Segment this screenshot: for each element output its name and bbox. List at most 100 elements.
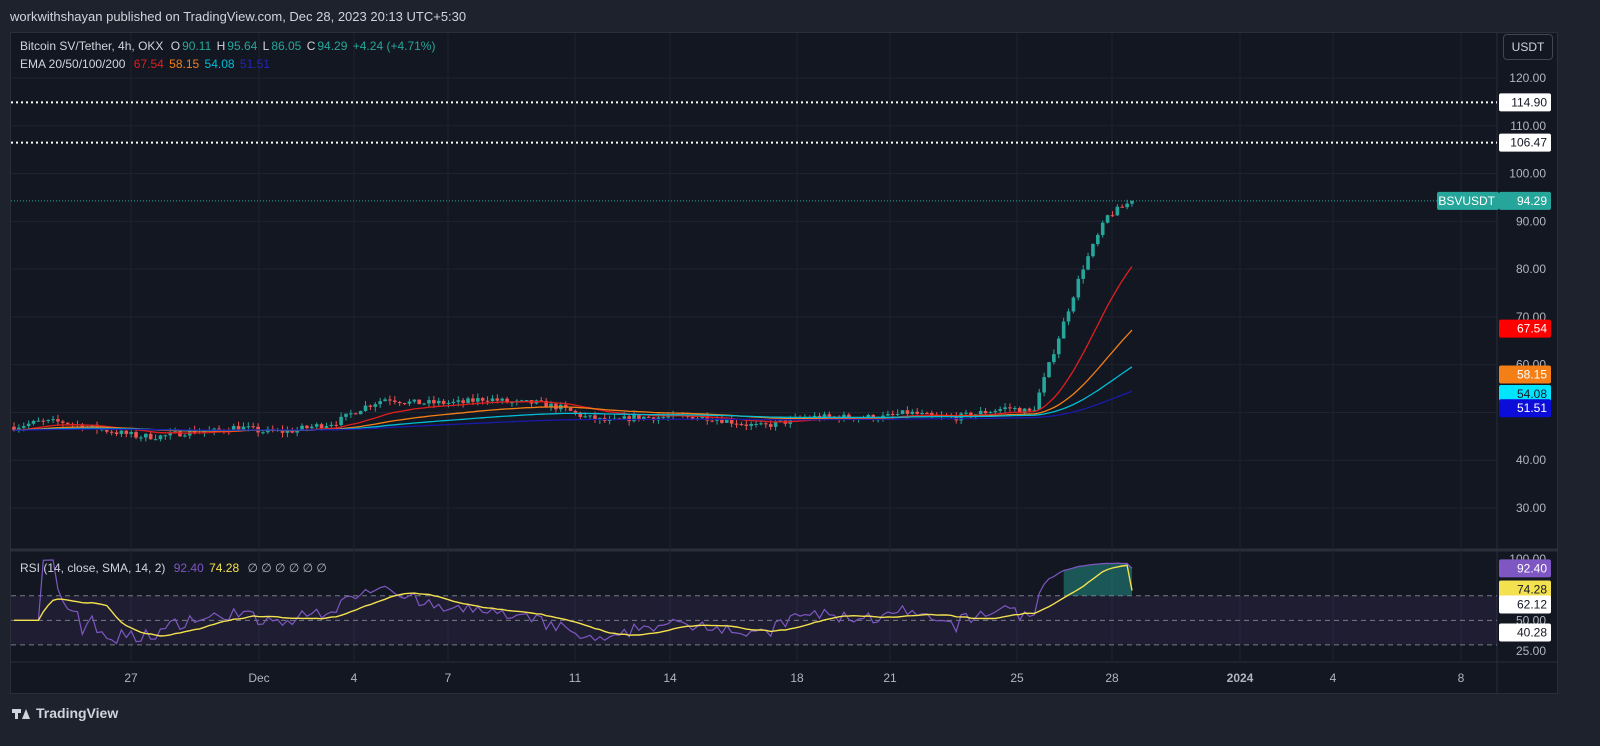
candle-body [393, 400, 397, 403]
time-tick-label: 14 [663, 671, 677, 685]
candle-body [895, 413, 900, 415]
candle-body [383, 399, 387, 402]
candle-body [339, 416, 343, 425]
candle-body [715, 419, 719, 421]
candle-body [407, 401, 412, 404]
time-tick-label: 28 [1105, 671, 1119, 685]
candle-body [480, 398, 485, 401]
open-label: O [170, 39, 181, 53]
candle-body [217, 428, 221, 430]
candle-body [622, 416, 627, 419]
open-value: 90.11 [182, 39, 212, 53]
ema200-badge: 51.51 [1517, 401, 1547, 415]
candle-body [26, 423, 31, 427]
candle-body [1076, 278, 1081, 298]
rsi-sma-badge: 74.28 [1517, 583, 1547, 597]
candle-body [402, 403, 407, 405]
rsi-legend: RSI (14, close, SMA, 14, 2) 92.40 74.28 … [20, 561, 329, 575]
candle-body [827, 414, 832, 417]
candle-body [915, 411, 919, 414]
candle-body [56, 419, 60, 422]
candle-body [1008, 407, 1012, 409]
candle-body [441, 400, 446, 404]
candle-body [17, 427, 21, 431]
publisher-bar: workwithshayan published on TradingView.… [0, 0, 1600, 32]
candle-body [1052, 354, 1056, 363]
candle-body [436, 400, 441, 404]
candle-body [700, 416, 705, 419]
candle-body [1032, 409, 1037, 411]
tradingview-logo-icon [12, 709, 30, 719]
candle-body [1013, 408, 1017, 410]
rsi-line [14, 559, 1133, 645]
candle-body [324, 426, 329, 429]
high-label: H [216, 39, 226, 53]
level1-badge-bg [1499, 93, 1551, 112]
price-tick-label: 100.00 [1509, 167, 1546, 181]
candle-body [46, 419, 50, 421]
candle-body [1042, 377, 1046, 393]
candle-body [148, 433, 153, 440]
candle-body [61, 421, 65, 423]
candle-body [720, 419, 724, 423]
candle-body [998, 409, 1002, 411]
time-tick-label: 11 [569, 671, 582, 685]
time-tick-label: 18 [790, 671, 804, 685]
candle-body [344, 413, 348, 417]
candle-body [578, 412, 583, 417]
candle-body [710, 420, 714, 422]
ema200-line [14, 390, 1133, 431]
rsi-sma-line [14, 564, 1133, 637]
candle-body [847, 414, 851, 419]
price-tick-label: 120.00 [1509, 71, 1546, 85]
rsi-lower-badge-bg [1499, 623, 1551, 642]
ema50-badge-bg [1499, 365, 1551, 384]
candle-body [183, 435, 187, 437]
candle-body [314, 424, 319, 427]
candle-body [1115, 206, 1120, 216]
candle-body [598, 417, 602, 420]
candle-body [1003, 407, 1007, 410]
candle-body [1105, 215, 1110, 223]
close-value: 94.29 [317, 39, 348, 53]
candle-body [51, 419, 55, 421]
candle-body [236, 426, 241, 430]
candle-body [329, 424, 334, 427]
candle-body [524, 400, 529, 402]
candle-body [41, 420, 46, 422]
level2-badge-bg [1499, 133, 1551, 152]
candle-body [729, 419, 734, 424]
price-tick-label: 80.00 [1516, 262, 1546, 276]
candle-body [1066, 311, 1071, 322]
candle-body [12, 426, 16, 431]
candle-body [1081, 269, 1085, 279]
rsi-empty-values: ∅ ∅ ∅ ∅ ∅ ∅ [247, 561, 327, 575]
candle-body [388, 399, 392, 401]
rsi-badge: 92.40 [1517, 561, 1547, 575]
candle-body [1071, 297, 1076, 312]
candle-body [432, 400, 436, 404]
candle-body [119, 430, 124, 434]
candle-body [231, 426, 236, 432]
candle-body [300, 425, 304, 430]
candle-body [134, 432, 138, 438]
candle-body [163, 435, 168, 437]
candle-body [1037, 392, 1042, 410]
candle-body [886, 413, 890, 416]
candle-body [1027, 408, 1032, 411]
tradingview-logo[interactable]: TradingView [12, 705, 118, 721]
candle-body [1130, 200, 1134, 204]
candle-body [890, 413, 895, 415]
rsi-tick-label: 25.00 [1516, 644, 1546, 658]
level2-badge: 106.47 [1510, 136, 1547, 150]
currency-unit-button[interactable]: USDT [1503, 34, 1553, 60]
candle-body [627, 416, 631, 422]
rsi-sma-badge-bg [1499, 580, 1551, 599]
candle-body [607, 419, 612, 421]
candle-body [251, 426, 256, 428]
candle-body [500, 398, 505, 401]
ema20-badge-bg [1499, 319, 1551, 338]
candle-body [285, 430, 290, 433]
candle-body [397, 402, 402, 404]
